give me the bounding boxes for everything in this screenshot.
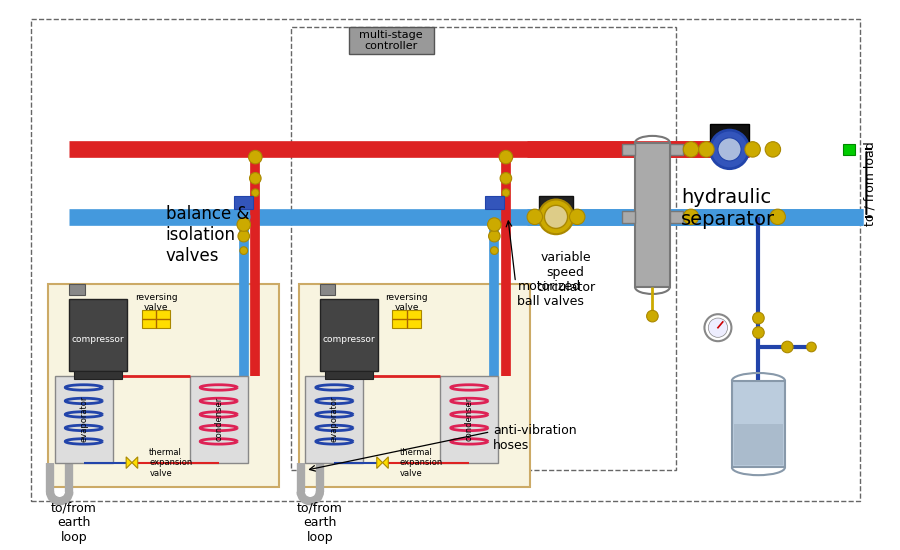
Circle shape bbox=[710, 130, 749, 169]
Circle shape bbox=[806, 342, 816, 352]
Circle shape bbox=[708, 318, 727, 337]
Bar bbox=[74, 371, 122, 379]
Bar bbox=[55, 376, 112, 463]
Text: balance &
isolation
valves: balance & isolation valves bbox=[166, 205, 249, 265]
Circle shape bbox=[240, 247, 248, 255]
Circle shape bbox=[683, 209, 698, 224]
Circle shape bbox=[752, 327, 764, 338]
Text: evaporator: evaporator bbox=[79, 396, 88, 442]
Bar bbox=[539, 196, 573, 213]
Circle shape bbox=[646, 310, 658, 322]
Circle shape bbox=[237, 218, 250, 232]
Circle shape bbox=[683, 142, 698, 157]
Bar bbox=[733, 381, 786, 468]
Bar bbox=[299, 284, 530, 487]
Circle shape bbox=[488, 218, 501, 232]
Bar bbox=[622, 211, 635, 223]
Text: thermal
expansion
valve: thermal expansion valve bbox=[400, 448, 443, 477]
Circle shape bbox=[502, 189, 509, 196]
Circle shape bbox=[500, 142, 513, 156]
Circle shape bbox=[705, 314, 732, 341]
Bar bbox=[234, 196, 254, 209]
Bar bbox=[670, 211, 683, 223]
Circle shape bbox=[745, 142, 760, 157]
Circle shape bbox=[770, 209, 786, 224]
Text: reversing
valve: reversing valve bbox=[385, 293, 428, 312]
Circle shape bbox=[698, 142, 714, 157]
Text: condenser: condenser bbox=[464, 397, 473, 442]
Text: to / from load: to / from load bbox=[864, 141, 877, 226]
Text: reversing
valve: reversing valve bbox=[135, 293, 177, 312]
Circle shape bbox=[248, 142, 262, 156]
Text: compressor: compressor bbox=[72, 336, 124, 344]
Bar bbox=[622, 144, 635, 155]
Circle shape bbox=[488, 210, 501, 224]
Text: multi-stage
controller: multi-stage controller bbox=[359, 30, 423, 51]
Bar bbox=[325, 371, 373, 379]
Circle shape bbox=[570, 209, 585, 224]
Text: compressor: compressor bbox=[322, 336, 375, 344]
Circle shape bbox=[500, 173, 512, 184]
Bar bbox=[710, 124, 749, 142]
Polygon shape bbox=[126, 457, 132, 469]
Polygon shape bbox=[132, 457, 138, 469]
Bar bbox=[320, 284, 336, 295]
Text: condenser: condenser bbox=[214, 397, 223, 442]
Circle shape bbox=[238, 230, 249, 242]
Bar bbox=[734, 424, 784, 465]
Circle shape bbox=[251, 189, 259, 196]
Circle shape bbox=[527, 209, 543, 224]
Bar bbox=[69, 284, 85, 295]
Bar bbox=[392, 310, 421, 328]
Circle shape bbox=[718, 138, 741, 161]
Bar bbox=[305, 376, 364, 463]
Polygon shape bbox=[377, 457, 382, 469]
Text: to/from
earth
loop: to/from earth loop bbox=[51, 501, 97, 544]
Circle shape bbox=[249, 173, 261, 184]
Circle shape bbox=[752, 312, 764, 324]
Text: motorized
ball valves: motorized ball valves bbox=[518, 279, 584, 307]
Bar bbox=[843, 144, 855, 155]
Text: hydraulic
separator: hydraulic separator bbox=[681, 188, 776, 229]
Circle shape bbox=[544, 205, 568, 228]
Text: anti-vibration
hoses: anti-vibration hoses bbox=[493, 424, 577, 452]
Circle shape bbox=[781, 341, 793, 353]
Circle shape bbox=[491, 247, 499, 255]
Bar bbox=[291, 27, 677, 470]
Circle shape bbox=[765, 142, 780, 157]
Polygon shape bbox=[382, 457, 388, 469]
Circle shape bbox=[248, 150, 262, 164]
Circle shape bbox=[539, 200, 573, 234]
Bar bbox=[190, 376, 248, 463]
Bar bbox=[440, 376, 499, 463]
Bar bbox=[69, 299, 127, 371]
Bar bbox=[670, 144, 683, 155]
Bar bbox=[320, 299, 378, 371]
Bar bbox=[48, 284, 279, 487]
Bar bbox=[635, 142, 670, 287]
Circle shape bbox=[237, 210, 250, 224]
Text: variable
speed
circulator: variable speed circulator bbox=[536, 251, 595, 294]
Circle shape bbox=[489, 230, 500, 242]
Text: to/from
earth
loop: to/from earth loop bbox=[297, 501, 343, 544]
Bar bbox=[485, 196, 504, 209]
Text: evaporator: evaporator bbox=[329, 396, 338, 442]
Bar bbox=[349, 27, 434, 54]
Circle shape bbox=[500, 150, 513, 164]
Bar bbox=[141, 310, 170, 328]
Text: thermal
expansion
valve: thermal expansion valve bbox=[149, 448, 193, 477]
